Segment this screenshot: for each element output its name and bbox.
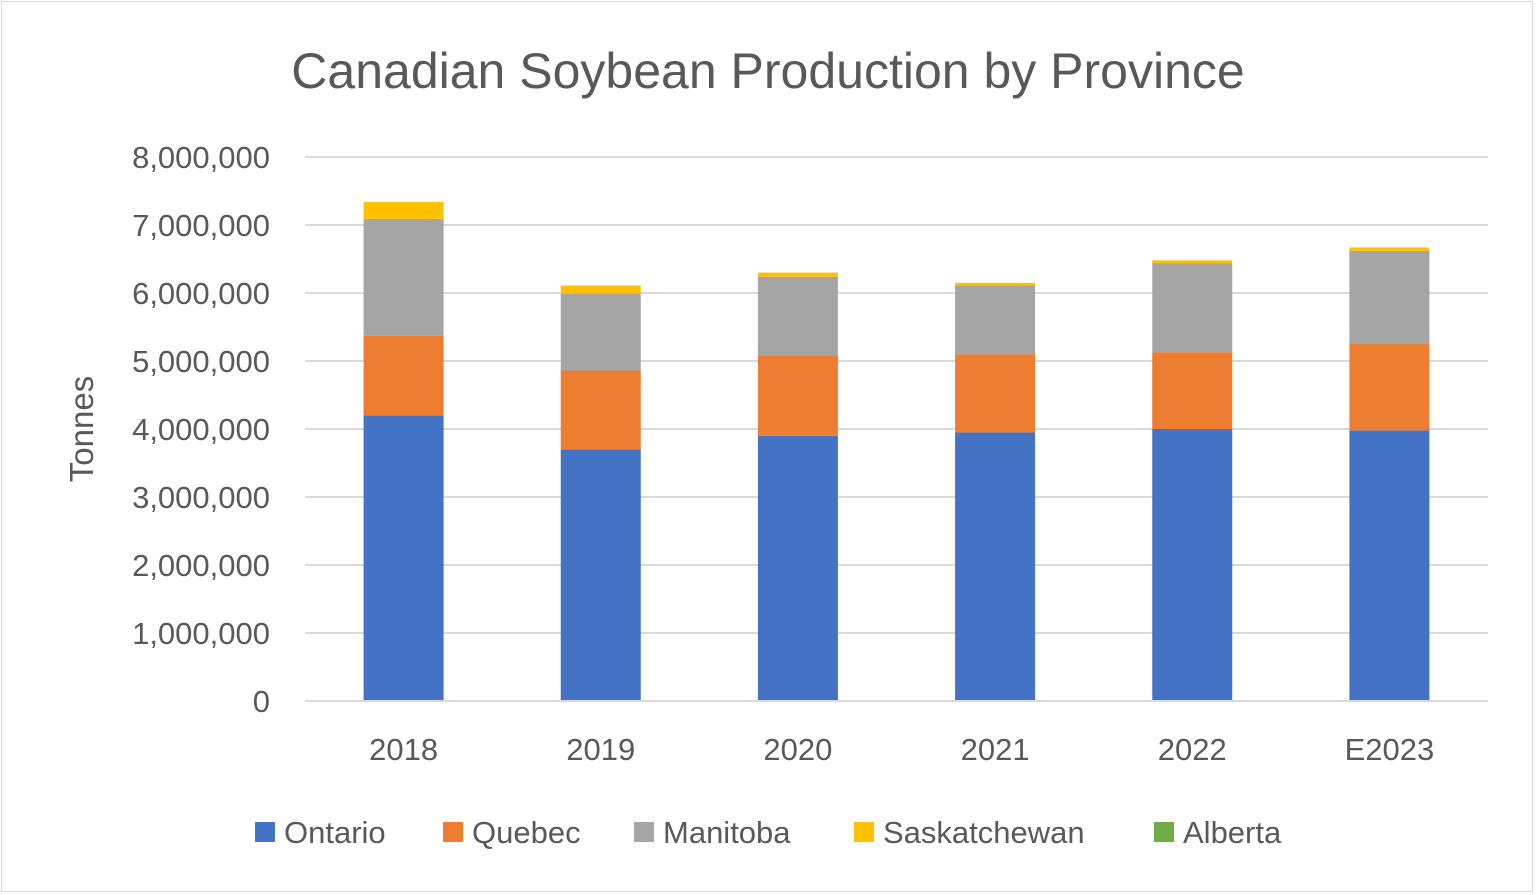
bar-segment-manitoba-2021: [955, 285, 1036, 355]
bar-segment-ontario-2022: [1152, 429, 1233, 701]
y-tick-label: 5,000,000: [132, 344, 270, 379]
bar-segment-saskatchewan-2022: [1152, 260, 1233, 264]
y-tick-label: 6,000,000: [132, 276, 270, 311]
bar-segment-quebec-2022: [1152, 352, 1233, 429]
legend-label-saskatchewan: Saskatchewan: [883, 815, 1085, 850]
y-tick-label: 4,000,000: [132, 412, 270, 447]
y-axis-label: Tonnes: [63, 376, 100, 482]
bar-segment-manitoba-e2023: [1349, 250, 1430, 344]
x-axis-ticks: 2018 2019 2020 2021 2022 E2023: [369, 732, 1434, 767]
y-tick-label: 1,000,000: [132, 616, 270, 651]
bar-segment-ontario-2018: [363, 415, 444, 701]
legend-swatch-ontario: [255, 822, 275, 842]
legend-label-quebec: Quebec: [472, 815, 581, 850]
bar-segment-ontario-e2023: [1349, 430, 1430, 701]
legend: Ontario Quebec Manitoba Saskatchewan Alberta: [255, 815, 1282, 850]
bars: [363, 201, 1430, 701]
bar-segment-quebec-e2023: [1349, 344, 1430, 431]
bar-segment-saskatchewan-2020: [757, 272, 838, 277]
legend-label-manitoba: Manitoba: [663, 815, 791, 850]
bar-segment-manitoba-2018: [363, 218, 444, 336]
bar-segment-saskatchewan-2019: [560, 285, 641, 294]
y-tick-label: 0: [253, 684, 270, 719]
y-tick-label: 8,000,000: [132, 140, 270, 175]
bar-segment-saskatchewan-e2023: [1349, 247, 1430, 251]
x-tick-label: 2020: [763, 732, 832, 767]
x-tick-label: 2022: [1158, 732, 1227, 767]
legend-label-alberta: Alberta: [1183, 815, 1282, 850]
x-tick-label: 2019: [566, 732, 635, 767]
legend-swatch-manitoba: [634, 822, 654, 842]
bar-segment-quebec-2018: [363, 335, 444, 416]
bar-segment-manitoba-2019: [560, 293, 641, 371]
x-tick-label: 2018: [369, 732, 438, 767]
bar-segment-manitoba-2020: [757, 276, 838, 356]
x-tick-label: 2021: [961, 732, 1030, 767]
x-tick-label: E2023: [1345, 732, 1435, 767]
y-axis-ticks: 0 1,000,000 2,000,000 3,000,000 4,000,000 5,0…: [132, 140, 270, 719]
gridlines: [305, 156, 1488, 634]
y-tick-label: 3,000,000: [132, 480, 270, 515]
bar-segment-ontario-2021: [955, 432, 1036, 701]
bar-segment-manitoba-2022: [1152, 263, 1233, 353]
bar-segment-quebec-2020: [757, 355, 838, 436]
legend-swatch-saskatchewan: [854, 822, 874, 842]
bar-segment-quebec-2019: [560, 370, 641, 450]
legend-label-ontario: Ontario: [284, 815, 386, 850]
bar-segment-quebec-2021: [955, 354, 1036, 433]
legend-swatch-quebec: [443, 822, 463, 842]
bar-segment-ontario-2020: [757, 435, 838, 701]
bar-segment-saskatchewan-2018: [363, 201, 444, 219]
chart-title: Canadian Soybean Production by Province: [291, 43, 1244, 99]
y-tick-label: 7,000,000: [132, 208, 270, 243]
y-tick-label: 2,000,000: [132, 548, 270, 583]
bar-segment-saskatchewan-2021: [955, 282, 1036, 286]
bar-segment-ontario-2019: [560, 449, 641, 701]
legend-swatch-alberta: [1154, 822, 1174, 842]
